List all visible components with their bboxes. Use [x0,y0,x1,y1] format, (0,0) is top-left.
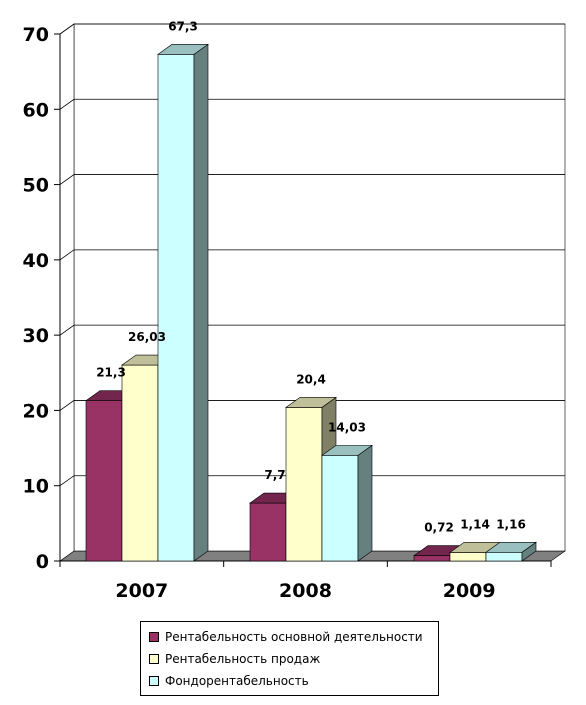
legend-item-1: Рентабельность основной деятельности [149,628,423,646]
y-tick-label: 20 [23,400,49,422]
legend-item-3: Фондорентабельность [149,672,309,690]
bar-2007-series-3 [157,43,209,562]
bar-front [449,552,487,562]
bar-front [413,555,451,562]
legend: Рентабельность основной деятельности Рент… [140,621,439,696]
gridline [59,249,565,261]
y-tick-labels: 0 10 20 30 40 50 60 70 [23,24,49,573]
bar-top [321,445,373,456]
bar-top [485,541,537,553]
data-label-2009-series-1: 0,72 [424,521,454,535]
gridline [59,400,565,411]
data-label-2007-series-2: 26,03 [128,330,166,344]
bar-side [357,444,373,562]
data-label-2009-series-2: 1,14 [460,517,490,531]
bar-front [157,54,195,562]
bar-side [193,43,209,562]
data-label-2007-series-1: 21,3 [96,366,126,380]
bar-2008-series-3 [321,444,373,562]
legend-swatch [149,632,159,642]
y-tick-label: 30 [23,325,49,347]
data-label-2008-series-1: 7,7 [264,468,285,482]
bar-front [485,551,523,562]
category-label-2008: 2008 [279,580,332,602]
y-tick-label: 70 [23,24,49,46]
bar-front [285,407,323,562]
gridline [59,98,565,110]
y-tick-label: 40 [23,250,49,272]
bars [85,43,537,562]
data-label-2007-series-3: 67,3 [168,19,198,33]
data-label-2009-series-3: 1,16 [496,517,526,531]
gridline [59,23,565,35]
bar-front [85,400,123,562]
legend-swatch [149,654,159,664]
bar-2009-series-3 [485,541,537,562]
category-labels: 2007 2008 2009 [115,580,495,602]
bar-top [157,44,209,55]
legend-label: Фондорентабельность [165,674,309,688]
y-tick-label: 50 [23,175,49,197]
bar-front [249,502,287,562]
gridline [59,174,565,185]
gridline [59,324,565,336]
y-axis [54,33,61,562]
gridline [59,475,565,487]
bar-front [321,455,359,562]
data-label-2008-series-3: 14,03 [328,420,366,434]
category-label-2007: 2007 [115,580,168,602]
data-labels: 21,3 26,03 67,3 7,7 20,4 14,03 0,72 1,14 1,16 [96,19,526,534]
y-tick-label: 0 [36,551,49,573]
gridlines [59,23,565,487]
category-label-2009: 2009 [443,580,496,602]
bar-front [121,364,159,562]
legend-swatch [149,676,159,686]
x-axis [59,560,552,567]
y-tick-label: 60 [23,99,49,121]
bar-chart: 0 10 20 30 40 50 60 70 21,3 26,03 67,3 7,7 20,4 14,0… [23,19,566,602]
legend-item-2: Рентабельность продаж [149,650,320,668]
legend-label: Рентабельность продаж [165,652,321,666]
data-label-2008-series-2: 20,4 [296,372,326,386]
legend-label: Рентабельность основной деятельности [165,630,423,644]
bar-top [285,397,337,408]
y-tick-label: 10 [23,476,49,498]
